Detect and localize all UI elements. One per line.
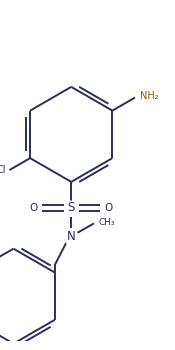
- Text: Cl: Cl: [0, 165, 6, 175]
- Text: O: O: [30, 203, 38, 213]
- Text: NH₂: NH₂: [140, 91, 159, 101]
- Text: S: S: [68, 202, 75, 215]
- Text: N: N: [67, 230, 76, 243]
- Text: CH₃: CH₃: [99, 218, 116, 227]
- Text: O: O: [104, 203, 113, 213]
